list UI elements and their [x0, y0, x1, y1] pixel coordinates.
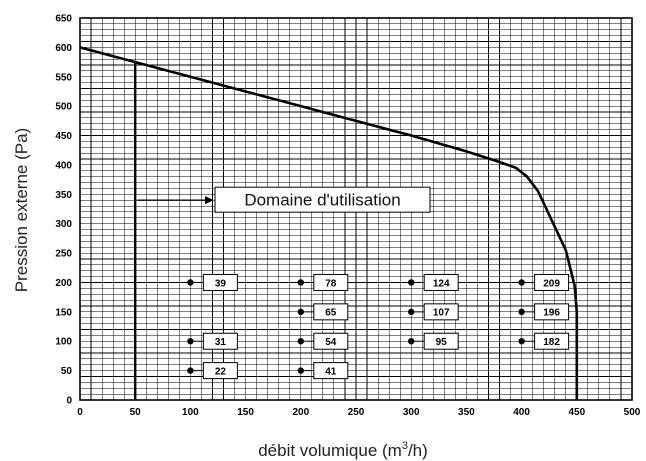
y-tick-label: 500	[55, 102, 72, 113]
x-tick-label: 100	[182, 407, 199, 418]
y-tick-label: 650	[55, 14, 72, 25]
x-tick-label: 350	[458, 407, 475, 418]
value-label: 78	[325, 278, 337, 289]
callout-arrow-head	[205, 196, 214, 205]
value-box	[423, 332, 459, 350]
value-label: 39	[215, 278, 227, 289]
x-tick-label: 250	[348, 407, 365, 418]
value-box	[313, 362, 349, 380]
y-tick-label: 450	[55, 131, 72, 142]
callout-label: Domaine d'utilisation	[244, 191, 400, 210]
value-box	[202, 332, 238, 350]
x-tick-label: 300	[403, 407, 420, 418]
y-tick-label: 50	[61, 366, 73, 377]
value-box	[423, 303, 459, 321]
value-box	[202, 362, 238, 380]
y-tick-label: 400	[55, 160, 72, 171]
value-box	[313, 273, 349, 291]
x-tick-label: 150	[237, 407, 254, 418]
plot-frame	[79, 17, 633, 401]
value-box	[534, 303, 570, 321]
x-tick-label: 200	[292, 407, 309, 418]
x-tick-label: 450	[568, 407, 585, 418]
x-tick-label: 400	[513, 407, 530, 418]
y-tick-label: 200	[55, 278, 72, 289]
value-label: 182	[543, 337, 560, 348]
x-axis-label: débit volumique (m3/h)	[258, 440, 428, 460]
value-box	[202, 273, 238, 291]
x-tick-label: 0	[77, 407, 83, 418]
y-tick-label: 550	[55, 72, 72, 83]
x-axis-label-main: débit volumique (m	[258, 441, 402, 460]
x-tick-label: 50	[130, 407, 142, 418]
y-tick-label: 250	[55, 249, 72, 260]
y-tick-label: 0	[66, 396, 72, 407]
value-box	[313, 332, 349, 350]
value-box	[313, 303, 349, 321]
value-box	[423, 273, 459, 291]
y-tick-label: 300	[55, 219, 72, 230]
performance-curve	[79, 46, 579, 400]
x-axis-label-superscript: 3	[402, 440, 408, 452]
value-label: 196	[543, 308, 560, 319]
value-label: 95	[436, 337, 448, 348]
value-label: 31	[215, 337, 227, 348]
y-tick-label: 350	[55, 190, 72, 201]
value-label: 41	[325, 366, 337, 377]
y-tick-label: 600	[55, 43, 72, 54]
y-axis-label: Pression externe (Pa)	[12, 128, 31, 292]
y-tick-label: 100	[55, 337, 72, 348]
value-label: 124	[433, 278, 450, 289]
value-label: 107	[433, 308, 450, 319]
y-tick-label: 150	[55, 307, 72, 318]
value-label: 209	[543, 278, 560, 289]
value-box	[534, 273, 570, 291]
x-tick-labels: 0 50 100 150 200 250 300 350 400 450 500	[77, 407, 641, 418]
value-label: 54	[325, 337, 337, 348]
curve-group	[79, 46, 579, 400]
x-tick-label: 500	[624, 407, 641, 418]
callout-box	[214, 186, 431, 213]
callout-group: Domaine d'utilisation	[137, 186, 431, 213]
data-points: 39 31 22 78 65 54 41 124 107 95 209 196 182	[187, 273, 570, 380]
x-axis-label-end: /h)	[408, 441, 428, 460]
y-tick-labels: 0 50 100 150 200 250 300 350 400 450 500 550 600 650	[55, 14, 72, 407]
value-label: 22	[215, 366, 227, 377]
value-box	[534, 332, 570, 350]
value-label: 65	[325, 308, 337, 319]
